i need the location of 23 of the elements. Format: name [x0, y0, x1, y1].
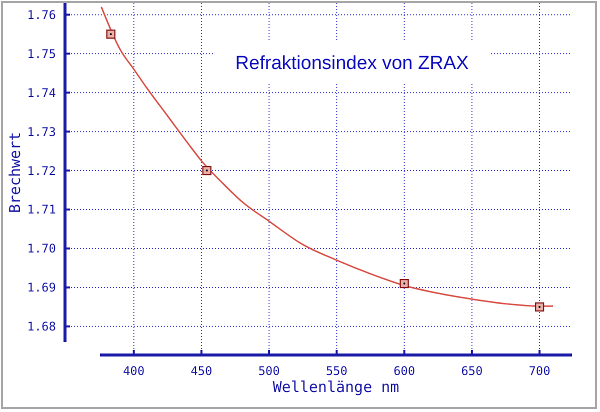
- x-tick-label: 700: [528, 364, 550, 378]
- y-tick-label: 1.76: [27, 8, 56, 22]
- point: [202, 166, 212, 176]
- y-tick-label: 1.73: [27, 124, 56, 139]
- x-tick-label: 550: [326, 364, 348, 378]
- y-tick-label: 1.68: [27, 320, 56, 334]
- y-axis-title: Brechwert: [6, 132, 24, 214]
- y-tick-label: 1.69: [27, 280, 56, 295]
- y-tick-label: 1.75: [27, 46, 56, 61]
- x-axis-title: Wellenlänge nm: [272, 378, 400, 396]
- point: [106, 30, 116, 39]
- point: [400, 278, 409, 288]
- y-tick-label: 1.74: [27, 86, 56, 100]
- x-tick-label: 400: [122, 364, 145, 378]
- text: Refraktionsindex von ZRAX: [235, 53, 470, 74]
- x-tick-label: 600: [393, 364, 416, 378]
- x-tick-label: 500: [258, 364, 280, 378]
- x-tick-label: 650: [461, 364, 483, 378]
- x-tick-label: 450: [190, 364, 212, 378]
- y-tick-label: 1.70: [27, 242, 56, 256]
- y-tick-label: 1.71: [27, 202, 56, 217]
- point: [534, 302, 544, 312]
- y-tick-label: 1.72: [27, 164, 56, 178]
